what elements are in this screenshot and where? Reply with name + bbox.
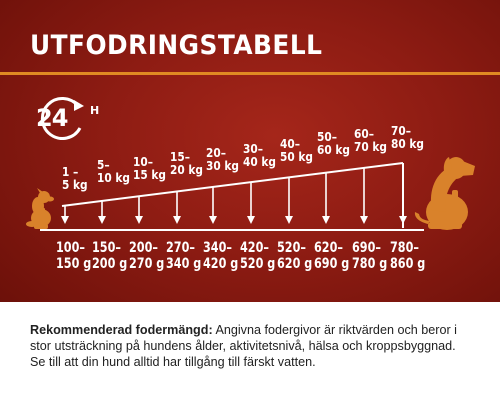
gram-range-to: 780 g bbox=[352, 256, 388, 272]
weight-range-to: 20 kg bbox=[170, 163, 203, 177]
weight-range-to: 80 kg bbox=[391, 137, 424, 151]
arrow-down-icon bbox=[61, 205, 69, 224]
gram-range-to: 340 g bbox=[166, 256, 202, 272]
weight-range-label: 60– 70 kg bbox=[354, 128, 387, 154]
large-dog-icon bbox=[414, 157, 475, 230]
small-dog-icon bbox=[26, 188, 54, 229]
weight-range-from: 10– bbox=[133, 155, 153, 169]
weight-range-label: 5– 10 kg bbox=[97, 159, 130, 185]
arrow-down-icon bbox=[322, 172, 330, 224]
weight-range-to: 60 kg bbox=[317, 143, 350, 157]
gram-range-from: 520– bbox=[277, 240, 306, 256]
weight-range-from: 15– bbox=[170, 150, 190, 164]
weight-range-label: 30– 40 kg bbox=[243, 143, 276, 169]
title-underline bbox=[0, 72, 500, 75]
gram-range-from: 420– bbox=[240, 240, 269, 256]
scale-line bbox=[40, 229, 424, 231]
gram-range-to: 270 g bbox=[129, 256, 165, 272]
gram-range-to: 860 g bbox=[390, 256, 426, 272]
arrow-down-icon bbox=[360, 167, 368, 224]
weight-range-label: 40– 50 kg bbox=[280, 138, 313, 164]
header-background bbox=[0, 0, 500, 302]
weight-range-to: 40 kg bbox=[243, 155, 276, 169]
arrow-down-icon bbox=[98, 200, 106, 224]
weight-range-label: 70– 80 kg bbox=[391, 125, 424, 151]
gram-range-from: 340– bbox=[203, 240, 232, 256]
weight-range-from: 20– bbox=[206, 146, 226, 160]
recommendation-note: Rekommenderad fodermängd: Angivna foderg… bbox=[30, 322, 474, 370]
weight-range-from: 1 – bbox=[62, 165, 79, 179]
weight-range-label: 50– 60 kg bbox=[317, 131, 350, 157]
gram-range-label: 620– 690 g bbox=[314, 240, 349, 272]
weight-range-to: 5 kg bbox=[62, 178, 88, 192]
weight-range-to: 15 kg bbox=[133, 168, 166, 182]
gram-range-to: 690 g bbox=[314, 256, 350, 272]
gram-range-label: 150– 200 g bbox=[92, 240, 127, 272]
gram-range-label: 420– 520 g bbox=[240, 240, 275, 272]
weight-range-label: 15– 20 kg bbox=[170, 151, 203, 177]
arrow-group bbox=[61, 163, 407, 224]
weight-range-from: 40– bbox=[280, 137, 300, 151]
gram-range-label: 100– 150 g bbox=[56, 240, 91, 272]
feeding-chart bbox=[26, 157, 475, 230]
arrow-down-icon bbox=[247, 182, 255, 224]
gram-range-to: 420 g bbox=[203, 256, 239, 272]
clock-24h-icon bbox=[40, 97, 84, 140]
gram-range-to: 200 g bbox=[92, 256, 128, 272]
arrow-down-icon bbox=[285, 177, 293, 224]
weight-range-to: 70 kg bbox=[354, 140, 387, 154]
gram-range-from: 100– bbox=[56, 240, 85, 256]
arrow-down-icon bbox=[135, 196, 143, 224]
weight-range-label: 10– 15 kg bbox=[133, 156, 166, 182]
weight-range-from: 50– bbox=[317, 130, 337, 144]
weight-range-from: 5– bbox=[97, 158, 110, 172]
gram-range-to: 620 g bbox=[277, 256, 313, 272]
note-heading: Rekommenderad fodermängd: bbox=[30, 323, 213, 337]
arrow-down-icon bbox=[209, 186, 217, 224]
weight-range-to: 10 kg bbox=[97, 171, 130, 185]
weight-range-to: 50 kg bbox=[280, 150, 313, 164]
gram-range-to: 520 g bbox=[240, 256, 276, 272]
gram-range-label: 690– 780 g bbox=[352, 240, 387, 272]
weight-range-to: 30 kg bbox=[206, 159, 239, 173]
gram-range-label: 780– 860 g bbox=[390, 240, 425, 272]
weight-range-label: 20– 30 kg bbox=[206, 147, 239, 173]
hours-value: 24 bbox=[36, 104, 68, 132]
gram-range-from: 620– bbox=[314, 240, 343, 256]
arrow-down-icon bbox=[399, 163, 407, 224]
gram-range-to: 150 g bbox=[56, 256, 92, 272]
weight-range-from: 30– bbox=[243, 142, 263, 156]
gram-range-from: 690– bbox=[352, 240, 381, 256]
gram-range-label: 340– 420 g bbox=[203, 240, 238, 272]
gram-range-from: 150– bbox=[92, 240, 121, 256]
arrow-down-icon bbox=[173, 191, 181, 224]
gram-range-from: 200– bbox=[129, 240, 158, 256]
weight-range-from: 70– bbox=[391, 124, 411, 138]
weight-range-label: 1 –5 kg bbox=[62, 166, 88, 192]
page-title: UTFODRINGSTABELL bbox=[30, 30, 323, 61]
gram-range-label: 200– 270 g bbox=[129, 240, 164, 272]
gram-range-label: 520– 620 g bbox=[277, 240, 312, 272]
note-text: Angivna fodergivor är riktvärden och ber… bbox=[30, 323, 457, 369]
gram-range-label: 270– 340 g bbox=[166, 240, 201, 272]
weight-range-from: 60– bbox=[354, 127, 374, 141]
hours-unit: H bbox=[90, 104, 100, 117]
gram-range-from: 270– bbox=[166, 240, 195, 256]
gram-range-from: 780– bbox=[390, 240, 419, 256]
